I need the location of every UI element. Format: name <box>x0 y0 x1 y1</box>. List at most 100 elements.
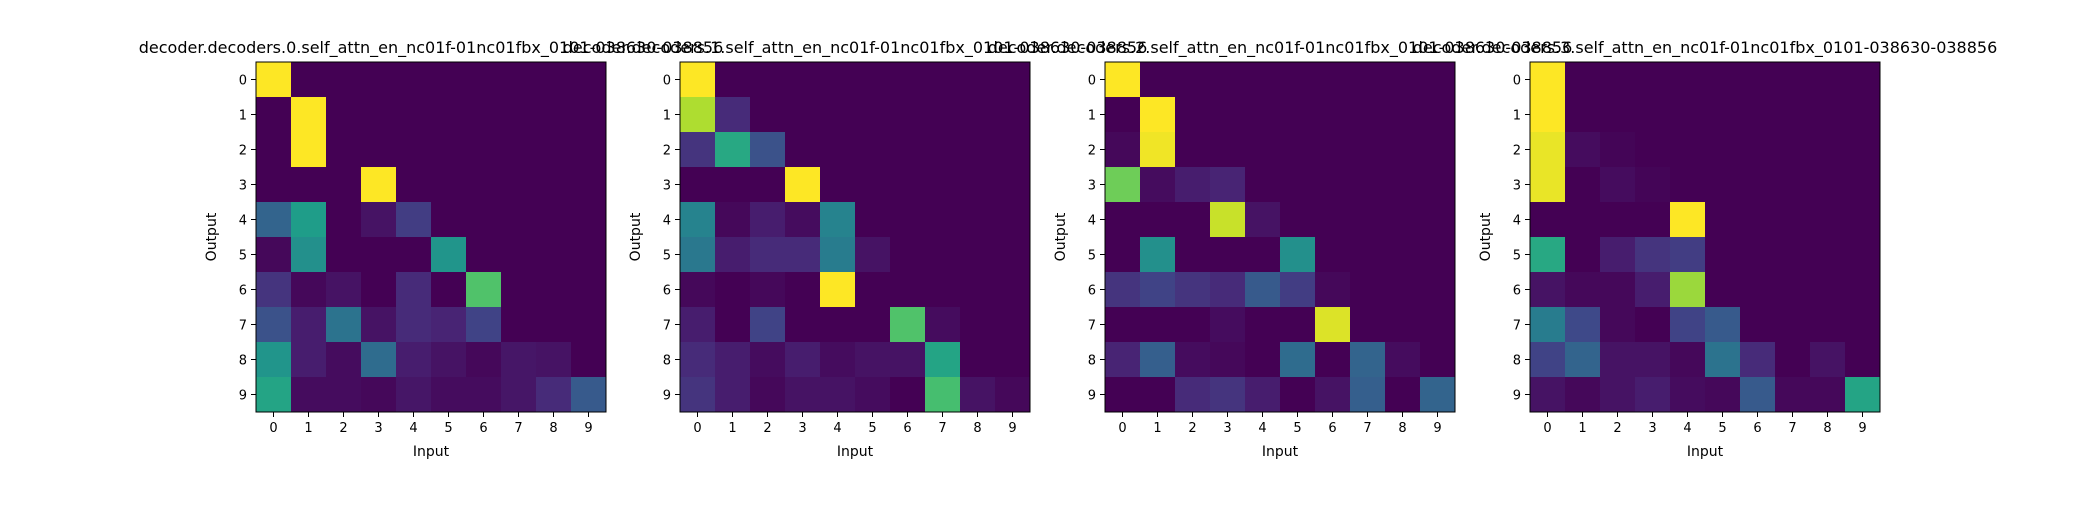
heatmap-cell <box>1385 62 1421 98</box>
heatmap-cell <box>1350 377 1386 413</box>
chart-title: decoder.decoders.1.self_attn_en_nc01f-01… <box>563 38 1148 58</box>
x-tick-label: 5 <box>1718 421 1726 436</box>
y-tick-label: 2 <box>663 144 671 159</box>
heatmap-cell <box>1420 62 1456 98</box>
x-tick-label: 1 <box>1578 421 1586 436</box>
heatmap-cell <box>536 202 572 238</box>
heatmap-cell <box>750 237 786 273</box>
heatmap-cell <box>715 272 751 308</box>
heatmap-cell <box>1140 237 1176 273</box>
heatmap-cell <box>1315 132 1351 168</box>
heatmap-cell <box>326 202 362 238</box>
x-tick-label: 6 <box>1328 421 1336 436</box>
y-tick-label: 4 <box>1513 214 1521 229</box>
heatmap-cell <box>820 237 856 273</box>
heatmap-cell <box>1740 307 1776 343</box>
heatmap-cell <box>1670 202 1706 238</box>
heatmap-cell <box>1670 342 1706 378</box>
heatmap-cell <box>1635 202 1671 238</box>
x-tick-label: 5 <box>1293 421 1301 436</box>
x-tick-label: 2 <box>339 421 347 436</box>
heatmap-cell <box>1565 167 1601 203</box>
heatmap-cell <box>995 97 1031 133</box>
heatmap-cell <box>1600 62 1636 98</box>
heatmap-cell <box>1105 307 1141 343</box>
heatmap-cell <box>501 307 537 343</box>
plot-frame <box>255 61 607 413</box>
x-tick-label: 8 <box>1398 421 1406 436</box>
heatmap-cell <box>1140 132 1176 168</box>
heatmap-cell <box>396 307 432 343</box>
heatmap-cell <box>820 307 856 343</box>
heatmap-cell <box>1740 202 1776 238</box>
heatmap-cell <box>1105 167 1141 203</box>
heatmap-cell <box>571 307 607 343</box>
heatmap-cell <box>820 62 856 98</box>
heatmap-cell <box>925 237 961 273</box>
heatmap-cell <box>1740 342 1776 378</box>
plot-frame <box>679 61 1031 413</box>
heatmap-cell <box>1600 202 1636 238</box>
y-axis-label: Output <box>1053 212 1069 261</box>
heatmap-cell <box>785 237 821 273</box>
x-axis-label: Input <box>1262 444 1299 460</box>
heatmap-cell <box>571 377 607 413</box>
heatmap-cell <box>536 377 572 413</box>
heatmap-cell <box>1140 167 1176 203</box>
y-tick-label: 8 <box>663 354 671 369</box>
heatmap-cell <box>431 202 467 238</box>
x-tick-label: 9 <box>1433 421 1441 436</box>
heatmap-cell <box>1210 272 1246 308</box>
heatmap-cell <box>1705 97 1741 133</box>
heatmap-cell <box>1210 342 1246 378</box>
heatmap-cell <box>680 342 716 378</box>
heatmap-cell <box>326 132 362 168</box>
heatmap-cell <box>820 167 856 203</box>
heatmap-cell <box>820 202 856 238</box>
heatmap-cell <box>466 377 502 413</box>
heatmap-cell <box>1280 377 1316 413</box>
heatmap-cell <box>1315 62 1351 98</box>
heatmap-cell <box>291 167 327 203</box>
y-tick-label: 8 <box>239 354 247 369</box>
heatmap-cell <box>960 132 996 168</box>
x-tick-label: 4 <box>409 421 417 436</box>
heatmap-cell <box>785 202 821 238</box>
heatmap-cell <box>1105 237 1141 273</box>
heatmap-cell <box>1635 377 1671 413</box>
heatmap-cell <box>960 307 996 343</box>
y-tick-label: 6 <box>239 284 247 299</box>
y-tick-label: 5 <box>239 249 247 264</box>
heatmap-cell <box>890 202 926 238</box>
y-tick-label: 9 <box>1513 389 1521 404</box>
heatmap-cell <box>1775 307 1811 343</box>
heatmap-cell <box>1175 237 1211 273</box>
heatmap-cell <box>1530 377 1566 413</box>
heatmap-cell <box>256 342 292 378</box>
heatmap-cell <box>361 342 397 378</box>
heatmap-cell <box>1530 132 1566 168</box>
heatmap-cell <box>1315 342 1351 378</box>
heatmap-cell <box>466 307 502 343</box>
y-tick-label: 9 <box>1088 389 1096 404</box>
y-tick-label: 6 <box>663 284 671 299</box>
x-tick-label: 2 <box>763 421 771 436</box>
heatmap-cell <box>1210 132 1246 168</box>
heatmap-cell <box>1105 272 1141 308</box>
heatmap-cells <box>1530 62 1881 413</box>
heatmap-cell <box>1775 62 1811 98</box>
heatmap-cell <box>326 237 362 273</box>
heatmap-cell <box>1175 377 1211 413</box>
heatmap-cell <box>1775 342 1811 378</box>
heatmap-cell <box>1210 202 1246 238</box>
y-tick-label: 1 <box>1088 109 1096 124</box>
y-axis-ticks: 0 1 2 3 4 5 6 7 8 9 <box>663 74 680 404</box>
heatmap-cells <box>1105 62 1456 413</box>
x-tick-label: 6 <box>1753 421 1761 436</box>
heatmap-cell <box>361 272 397 308</box>
heatmap-cell <box>750 132 786 168</box>
heatmap-cell <box>1350 307 1386 343</box>
y-tick-label: 0 <box>239 74 247 89</box>
heatmap-cell <box>1280 97 1316 133</box>
heatmap-cell <box>571 342 607 378</box>
